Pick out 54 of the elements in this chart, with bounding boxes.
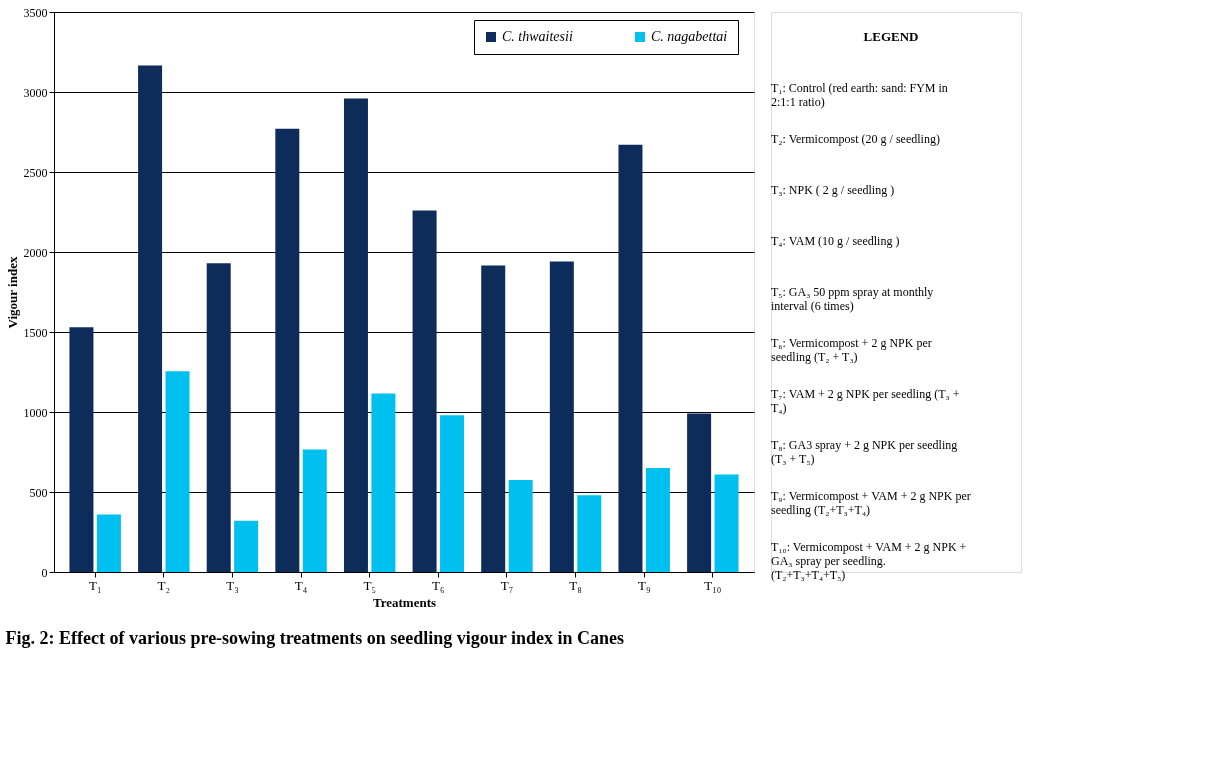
bar <box>371 393 396 572</box>
x-tick-label: T₄ <box>294 577 308 593</box>
bar <box>645 468 670 572</box>
bar <box>481 265 506 572</box>
text: T₉: Vermicompost + VAM + 2 g NPK per seedling (T₂+T₃+T₄) <box>771 488 971 517</box>
bar <box>96 514 121 572</box>
y-tick-label: 500 <box>29 485 48 500</box>
y-tick-label: 3000 <box>23 85 48 100</box>
text: LEGEND <box>863 29 919 45</box>
x-tick-label: T₈ <box>569 577 582 593</box>
text: T₄: VAM (10 g / seedling ) <box>771 234 900 249</box>
text: T₅: GA₃ 50 ppm spray at monthly interval (6 times) <box>771 285 934 313</box>
y-tick-label: 3500 <box>23 5 48 20</box>
bar <box>343 98 368 572</box>
bar <box>69 327 94 572</box>
x-tick-label: T₉ <box>637 577 651 593</box>
bar <box>165 371 190 572</box>
bar <box>618 144 643 572</box>
y-tick-label: 1000 <box>23 405 48 420</box>
y-axis-title: Vigour index <box>4 256 20 329</box>
text: T₆: Vermicompost + 2 g NPK per seedling (T₂ + T₃) <box>771 335 932 364</box>
bar <box>508 480 533 572</box>
text: T₇: VAM + 2 g NPK per seedling (T₃ + T₄) <box>771 386 960 415</box>
x-axis-title: Treatments <box>372 594 437 610</box>
bar <box>549 261 574 572</box>
text: T₈: GA3 spray + 2 g NPK per seedling (T₃ + T₅) <box>771 437 958 466</box>
x-tick-label: T₁ <box>88 577 102 593</box>
x-tick-label: T₇ <box>500 577 514 593</box>
bar <box>440 415 465 572</box>
bar <box>275 128 300 572</box>
x-tick-label: T₅ <box>363 577 376 593</box>
text: T₂: Vermicompost (20 g / seedling) <box>771 132 940 147</box>
x-tick-label: T₃ <box>226 577 239 593</box>
x-tick-label: T₆ <box>432 577 445 593</box>
bar <box>206 263 231 572</box>
bar <box>412 210 437 572</box>
text: T₃: NPK ( 2 g / seedling ) <box>771 183 895 198</box>
legend-label: C. nagabettai <box>651 29 728 44</box>
text: Fig. 2: Effect of various pre-sowing treatments on seedling vigour index in Canes <box>5 627 624 648</box>
text: T₁₀: Vermicompost + VAM + 2 g NPK + GA₃ spray per seedling. (T₂+T₃+T₄+T₅) <box>771 539 967 582</box>
y-tick-label: 0 <box>41 565 48 580</box>
bar <box>234 520 259 572</box>
y-tick-label: 2000 <box>23 245 48 260</box>
y-tick-label: 2500 <box>23 165 48 180</box>
bar <box>302 449 327 572</box>
x-tick-label: T₂ <box>157 577 171 593</box>
bar <box>687 413 712 572</box>
bar <box>138 65 163 572</box>
legend-label: C. thwaitesii <box>502 29 573 44</box>
x-tick-label: T₁₀ <box>704 577 722 593</box>
bar <box>714 474 739 572</box>
bar <box>577 495 602 572</box>
text: T₁: Control (red earth: sand: FYM in 2:1:1 ratio) <box>771 81 948 110</box>
y-tick-label: 1500 <box>23 325 48 340</box>
